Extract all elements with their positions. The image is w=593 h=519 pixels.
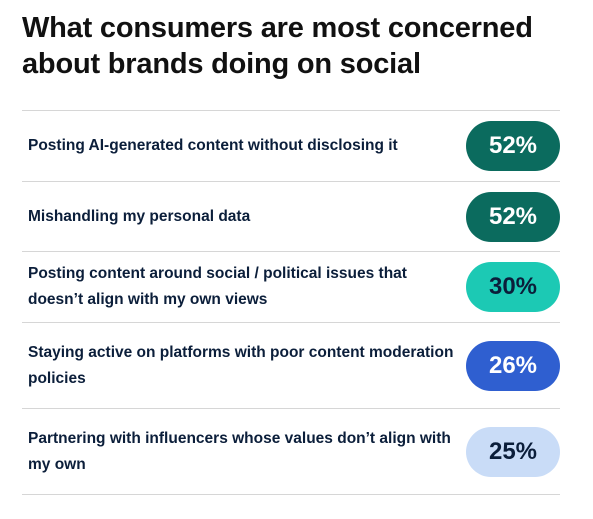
- percent-badge: 26%: [466, 340, 560, 391]
- concern-list: Posting AI-generated content without dis…: [22, 110, 560, 495]
- concern-label: Mishandling my personal data: [28, 207, 251, 225]
- percent-badge: 52%: [466, 121, 560, 171]
- concern-label: Staying active on platforms with poor co…: [28, 343, 454, 387]
- concern-row: Partnering with influencers whose values…: [22, 409, 560, 495]
- percent-badge: 30%: [466, 262, 560, 312]
- concern-label: Posting AI-generated content without dis…: [28, 137, 398, 154]
- concern-label: Partnering with influencers whose values…: [28, 429, 451, 473]
- chart-title: What consumers are most concerned about …: [22, 12, 533, 80]
- concern-label: Posting content around social / politica…: [28, 265, 407, 308]
- concern-row: Mishandling my personal data 52%: [22, 182, 560, 252]
- percent-badge: 52%: [466, 191, 560, 242]
- concern-row: Posting content around social / politica…: [22, 252, 560, 323]
- concern-row: Posting AI-generated content without dis…: [22, 111, 560, 182]
- percent-badge: 25%: [466, 426, 560, 477]
- concern-row: Staying active on platforms with poor co…: [22, 323, 560, 409]
